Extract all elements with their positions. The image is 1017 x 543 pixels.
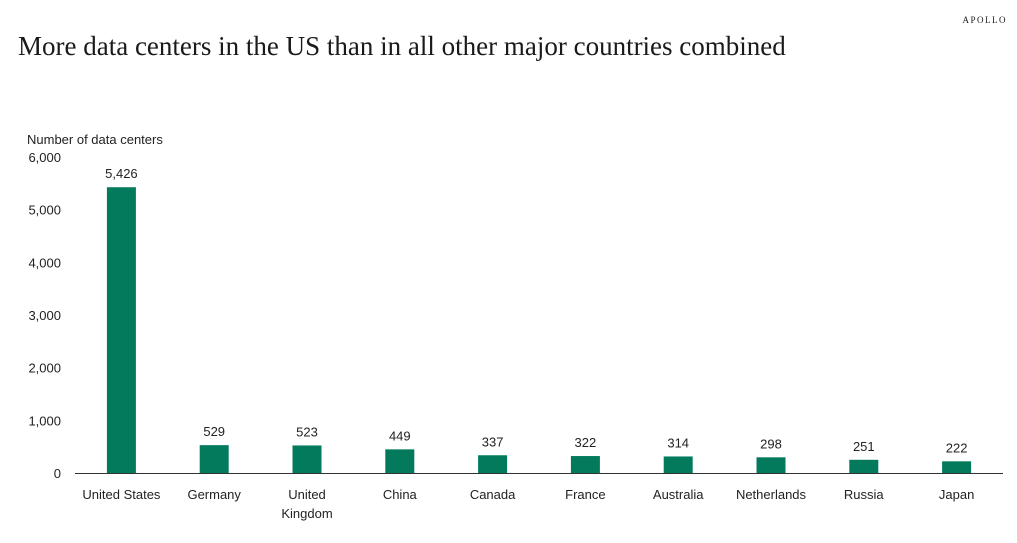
bar [570,456,600,473]
category-labels-group: United States Germany United Kingdom China Ca… [82,487,974,521]
category-label-line: China [383,487,418,502]
category-label-line: Russia [844,487,885,502]
bar [942,461,972,473]
y-tick-label: 4,000 [28,255,61,270]
data-label: 222 [946,440,968,455]
category-label-line: Australia [653,487,704,502]
category-label-line: France [565,487,605,502]
category-label-line: Japan [939,487,974,502]
category-label: United States [82,487,161,502]
data-label: 314 [667,435,689,450]
y-tick-label: 3,000 [28,308,61,323]
category-label: Canada [470,487,516,502]
category-label-line: United [288,487,326,502]
y-axis-ticks: 0 1,000 2,000 3,000 4,000 5,000 6,000 [28,150,61,481]
data-label: 529 [203,424,225,439]
bar [292,445,322,473]
bar [199,445,229,473]
y-tick-label: 0 [54,466,61,481]
bar [663,456,693,473]
category-label-line: Germany [187,487,241,502]
category-label-line: Kingdom [281,506,332,521]
data-label: 337 [482,434,504,449]
data-label: 449 [389,428,411,443]
bar [385,449,415,473]
y-tick-label: 1,000 [28,413,61,428]
brand-logo-text: APOLLO [962,15,1007,25]
category-label: United Kingdom [281,487,332,521]
category-label: France [565,487,605,502]
data-label: 322 [575,435,597,450]
data-label: 251 [853,439,875,454]
y-tick-label: 5,000 [28,203,61,218]
y-tick-label: 2,000 [28,361,61,376]
data-label: 5,426 [105,166,138,181]
data-label: 523 [296,424,318,439]
category-label-line: United States [82,487,161,502]
data-label: 298 [760,436,782,451]
data-labels-group: 5,426 529 523 449 337 322 314 298 251 222 [105,166,967,455]
category-label-line: Netherlands [736,487,807,502]
y-tick-label: 6,000 [28,150,61,165]
category-label: Netherlands [736,487,807,502]
category-label: Russia [844,487,885,502]
bar [478,455,508,473]
category-label: Japan [939,487,974,502]
category-label: China [383,487,418,502]
bar [849,459,879,473]
category-label: Germany [187,487,241,502]
bar [756,457,786,473]
chart-title: More data centers in the US than in all … [18,31,786,61]
category-label-line: Canada [470,487,516,502]
category-label: Australia [653,487,704,502]
bar [106,187,136,474]
y-axis-label: Number of data centers [27,132,163,147]
bars-group [106,187,972,474]
